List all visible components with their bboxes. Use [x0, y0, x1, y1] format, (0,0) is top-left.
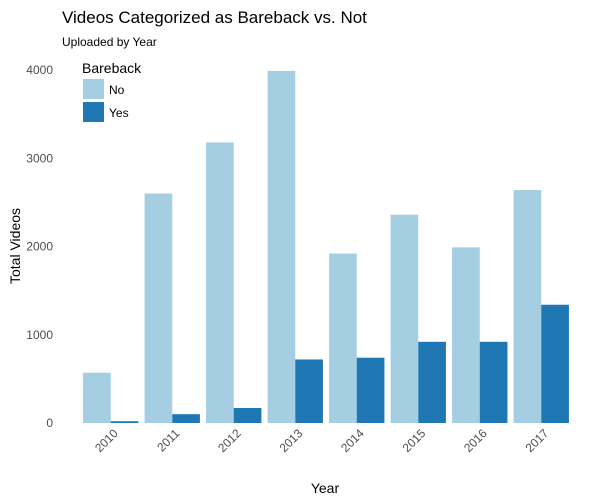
bar-yes-2013: [295, 359, 323, 423]
bar-yes-2010: [110, 421, 139, 423]
chart-subtitle: Uploaded by Year: [62, 35, 157, 49]
bar-no-2015: [390, 214, 419, 423]
bar-yes-2016: [479, 341, 508, 423]
x-tick-label: 2010: [92, 426, 121, 455]
x-tick-label: 2011: [154, 426, 182, 454]
x-tick-label: 2015: [400, 426, 429, 455]
bar-no-2012: [206, 142, 234, 423]
bar-no-2014: [329, 253, 357, 423]
y-axis-ticks: 0 1000 2000 3000 4000: [26, 63, 53, 430]
legend-title: Bareback: [82, 60, 142, 76]
chart-title: Videos Categorized as Bareback vs. Not: [62, 8, 367, 27]
y-tick-label: 0: [46, 416, 53, 430]
x-tick-label: 2017: [523, 426, 552, 455]
legend-label-yes: Yes: [109, 106, 129, 120]
bars: [83, 70, 569, 423]
bar-no-2013: [267, 70, 296, 423]
y-axis-label: Total Videos: [7, 208, 23, 284]
y-tick-label: 4000: [26, 63, 53, 77]
bar-yes-2012: [233, 408, 262, 423]
bar-no-2011: [144, 193, 173, 423]
legend-swatch-yes: [83, 102, 104, 122]
x-tick-label: 2013: [277, 426, 306, 455]
x-axis-ticks: 2010 2011 2012 2013 2014 2015 2016 2017: [92, 426, 552, 455]
bar-yes-2011: [172, 414, 200, 423]
x-tick-label: 2016: [461, 426, 490, 455]
y-tick-label: 3000: [26, 151, 53, 165]
x-tick-label: 2014: [338, 426, 367, 455]
y-tick-label: 1000: [26, 328, 53, 342]
legend-label-no: No: [109, 83, 125, 97]
y-tick-label: 2000: [26, 240, 53, 254]
bar-yes-2014: [356, 357, 385, 423]
x-axis-label: Year: [311, 480, 340, 496]
bar-no-2017: [513, 190, 542, 423]
bar-no-2010: [83, 372, 111, 423]
bar-no-2016: [452, 247, 480, 423]
legend-swatch-no: [83, 79, 104, 99]
legend: Bareback No Yes: [82, 60, 142, 122]
bar-yes-2017: [541, 304, 569, 423]
bar-yes-2015: [418, 341, 446, 423]
x-tick-label: 2012: [215, 426, 244, 455]
